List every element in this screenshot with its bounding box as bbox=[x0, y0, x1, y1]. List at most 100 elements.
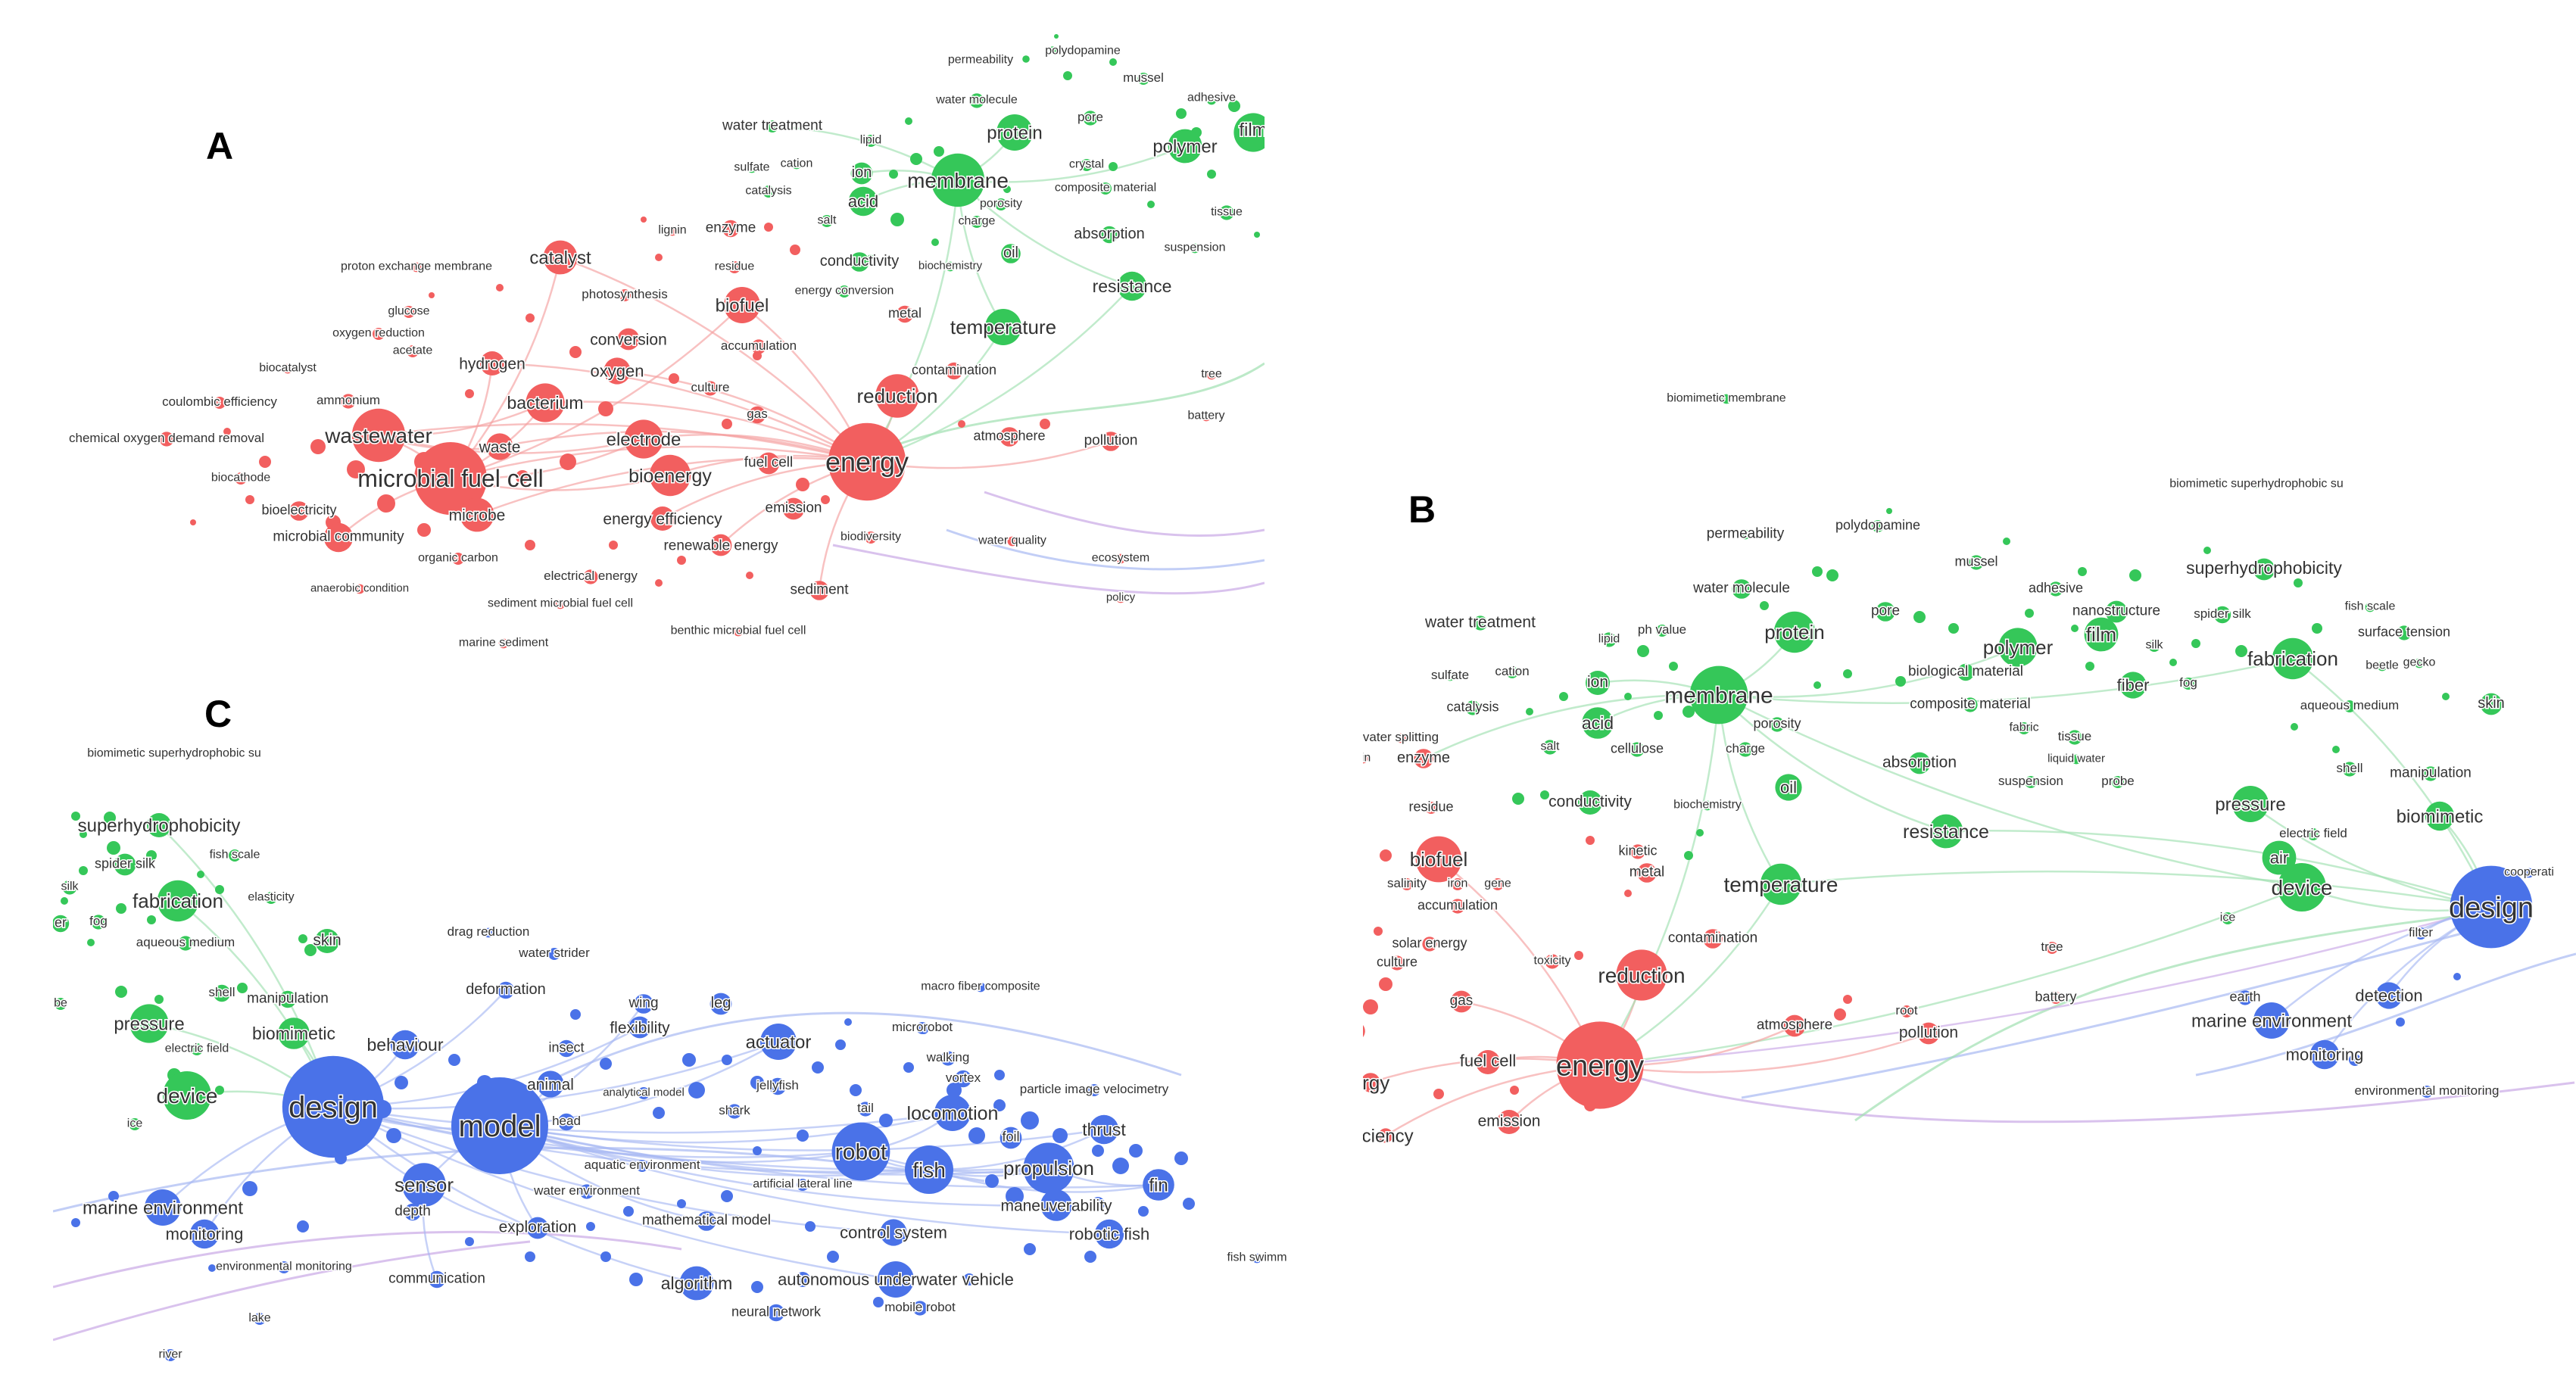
node-label-superhydrophobicity: superhydrophobicity bbox=[78, 815, 241, 836]
minor-node bbox=[600, 1251, 611, 1262]
node-label-residue: residue bbox=[715, 260, 755, 273]
node-label-sensor: sensor bbox=[395, 1173, 454, 1196]
node-label-pore: pore bbox=[1077, 110, 1103, 124]
node-label-microrobot: microrobot bbox=[892, 1020, 953, 1034]
minor-node bbox=[1374, 927, 1383, 936]
node-sediment bbox=[809, 581, 829, 600]
link-energy-bacterium bbox=[544, 400, 868, 463]
node-walking bbox=[940, 1051, 956, 1066]
node-label-suspension: suspension bbox=[1165, 242, 1226, 254]
node-enzyme bbox=[1414, 749, 1433, 768]
minor-node bbox=[108, 1191, 119, 1201]
minor-node bbox=[61, 897, 68, 905]
node-biochemistry bbox=[945, 261, 956, 272]
node-label-polydopamine: polydopamine bbox=[1835, 517, 1920, 532]
minor-node bbox=[1024, 1243, 1036, 1255]
node-shell bbox=[2342, 762, 2357, 777]
minor-node bbox=[1092, 1145, 1104, 1157]
minor-node bbox=[1054, 34, 1059, 39]
node-label-pressure: pressure bbox=[114, 1014, 184, 1034]
node-label-be: be bbox=[54, 997, 67, 1010]
node-label-membrane: membrane bbox=[1664, 684, 1773, 709]
node-label-electric-field: electric field bbox=[165, 1042, 229, 1055]
minor-node bbox=[2025, 609, 2034, 618]
node-water-treatment bbox=[1473, 615, 1488, 631]
node-label-air: air bbox=[2270, 849, 2288, 868]
link-energy-device bbox=[1599, 886, 2303, 1067]
node-culture bbox=[1389, 955, 1405, 971]
node-mussel bbox=[1969, 555, 1984, 570]
node-label-accumulation: accumulation bbox=[721, 338, 797, 353]
node-superhydrophobicity bbox=[147, 813, 171, 837]
node-oil bbox=[1001, 244, 1021, 263]
minor-node bbox=[2085, 662, 2094, 671]
minor-node bbox=[1109, 58, 1117, 66]
node-sulfate bbox=[1445, 671, 1455, 681]
node-analytical-model bbox=[638, 1087, 650, 1099]
node-label-lipid: lipid bbox=[1598, 633, 1620, 646]
node-design bbox=[2450, 865, 2533, 949]
node-label-root: root bbox=[1895, 1003, 1918, 1017]
minor-node bbox=[104, 812, 116, 824]
node-label-chemical-oxygen-demand-removal: chemical oxygen demand removal bbox=[69, 431, 264, 445]
node-fish-scale bbox=[2365, 602, 2375, 612]
node-ecosystem bbox=[1115, 553, 1126, 564]
node-label-cooperati: cooperati bbox=[2504, 866, 2554, 879]
node-label-design: design bbox=[288, 1091, 378, 1124]
node-head bbox=[557, 1113, 575, 1131]
node-lipid bbox=[865, 135, 877, 147]
minor-node bbox=[821, 495, 830, 504]
background-link-curve bbox=[2195, 952, 2576, 1077]
minor-node bbox=[682, 1053, 696, 1067]
minor-node bbox=[1526, 708, 1533, 715]
node-polydopamine bbox=[1872, 520, 1884, 532]
node-catalysis bbox=[1465, 700, 1480, 715]
keyword-nodes bbox=[159, 46, 1265, 649]
node-label-ion: ion bbox=[852, 164, 872, 181]
node-label-marine-sediment: marine sediment bbox=[459, 637, 549, 650]
minor-node bbox=[688, 1082, 705, 1099]
node-label-biomimetic-membrane: biomimetic membrane bbox=[1667, 392, 1785, 405]
node-label-film: film bbox=[1239, 120, 1267, 140]
node-label-photosynthesis: photosynthesis bbox=[582, 287, 667, 301]
node-jellyfish bbox=[769, 1077, 787, 1095]
node-cation bbox=[791, 159, 802, 170]
node-superhydrophobicity bbox=[2253, 558, 2275, 581]
minor-node bbox=[1063, 71, 1072, 80]
node-label-ergy: ergy bbox=[1352, 1071, 1390, 1094]
node-label-tissue: tissue bbox=[2058, 729, 2091, 743]
node-label-locomotion: locomotion bbox=[907, 1103, 999, 1124]
node-biodiversity bbox=[865, 531, 877, 544]
node-label-charge: charge bbox=[1726, 741, 1765, 756]
node-label-animal: animal bbox=[527, 1076, 574, 1093]
link-design-resistance bbox=[1945, 830, 2492, 908]
node-metal bbox=[1637, 863, 1657, 883]
minor-node bbox=[2332, 746, 2340, 753]
node-ice bbox=[129, 1118, 141, 1130]
node-algorithm bbox=[679, 1266, 714, 1301]
node-label-river: river bbox=[158, 1348, 182, 1361]
minor-node bbox=[1540, 790, 1549, 799]
minor-node bbox=[115, 986, 127, 998]
minor-node bbox=[1228, 100, 1240, 112]
node-detection bbox=[2375, 982, 2403, 1009]
node-label-design: design bbox=[2449, 892, 2534, 924]
minor-node bbox=[2203, 547, 2211, 554]
minor-node bbox=[1379, 977, 1392, 991]
minor-node bbox=[197, 871, 204, 878]
node-actuator bbox=[760, 1024, 797, 1060]
minor-node bbox=[208, 1264, 216, 1272]
node-water-environment bbox=[579, 1184, 594, 1199]
node-label-catalysis: catalysis bbox=[1446, 699, 1499, 714]
node-flexibility bbox=[628, 1016, 651, 1039]
node-label-absorption: absorption bbox=[1882, 753, 1957, 771]
node-label-ph-value: ph value bbox=[1638, 622, 1686, 637]
node-atmosphere bbox=[1000, 427, 1019, 447]
node-label-aqueous-medium: aqueous medium bbox=[136, 935, 235, 949]
node-label-ion: ion bbox=[1587, 673, 1608, 690]
minor-node bbox=[79, 866, 88, 875]
node-biomimetic-superhydrophobic-su bbox=[170, 750, 178, 758]
node-marine-environment bbox=[2253, 1002, 2290, 1039]
node-battery bbox=[2050, 992, 2062, 1004]
node-label-reduction: reduction bbox=[857, 385, 938, 407]
